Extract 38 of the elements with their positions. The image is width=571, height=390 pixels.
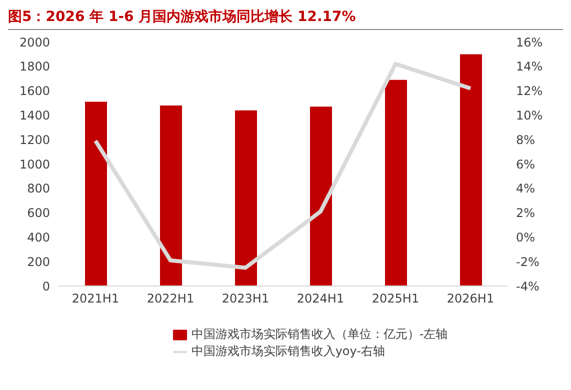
y-tick-label: 1200 <box>19 132 50 147</box>
y-tick-label: 200 <box>27 254 50 269</box>
y2-tick-label: 6% <box>516 157 536 172</box>
y-tick-label: 2000 <box>19 35 50 50</box>
bar <box>310 106 332 286</box>
x-tick-label: 2025H1 <box>372 292 420 306</box>
bar <box>85 102 107 286</box>
y2-tick-label: 0% <box>516 230 536 244</box>
legend-label: 中国游戏市场实际销售收入yoy-右轴 <box>191 344 385 358</box>
bar <box>160 105 182 286</box>
y-tick-label: 800 <box>27 182 50 196</box>
y-tick-label: 1600 <box>19 84 50 98</box>
line-series <box>94 62 472 270</box>
y2-tick-label: 12% <box>516 84 543 98</box>
y2-tick-label: 2% <box>516 206 536 220</box>
bar <box>385 80 407 286</box>
y2-tick-label: 16% <box>516 35 543 50</box>
bar <box>460 54 482 286</box>
y2-tick-label: 14% <box>516 60 543 74</box>
x-tick-label: 2023H1 <box>222 292 270 306</box>
bar <box>235 110 257 286</box>
x-tick-label: 2021H1 <box>72 292 120 306</box>
y-tick-label: 1000 <box>19 157 50 172</box>
x-tick-label: 2026H1 <box>446 292 494 306</box>
y-tick-label: 600 <box>27 206 50 220</box>
y-tick-label: 0 <box>42 279 50 294</box>
y2-tick-label: 8% <box>516 132 536 147</box>
y2-tick-label: 4% <box>516 182 536 196</box>
y2-tick-label: 10% <box>516 108 543 122</box>
chart-title: 图5：2026 年 1-6 月国内游戏市场同比增长 12.17% <box>8 8 563 30</box>
x-tick-label: 2022H1 <box>146 292 194 306</box>
y2-tick-label: -2% <box>516 254 540 269</box>
legend-label: 中国游戏市场实际销售收入（单位：亿元）-左轴 <box>191 327 448 341</box>
x-tick-label: 2024H1 <box>296 292 344 306</box>
y2-tick-label: -4% <box>516 279 540 294</box>
y-tick-label: 1800 <box>19 60 50 74</box>
y-tick-label: 1400 <box>19 108 50 122</box>
y-tick-label: 400 <box>27 230 50 244</box>
